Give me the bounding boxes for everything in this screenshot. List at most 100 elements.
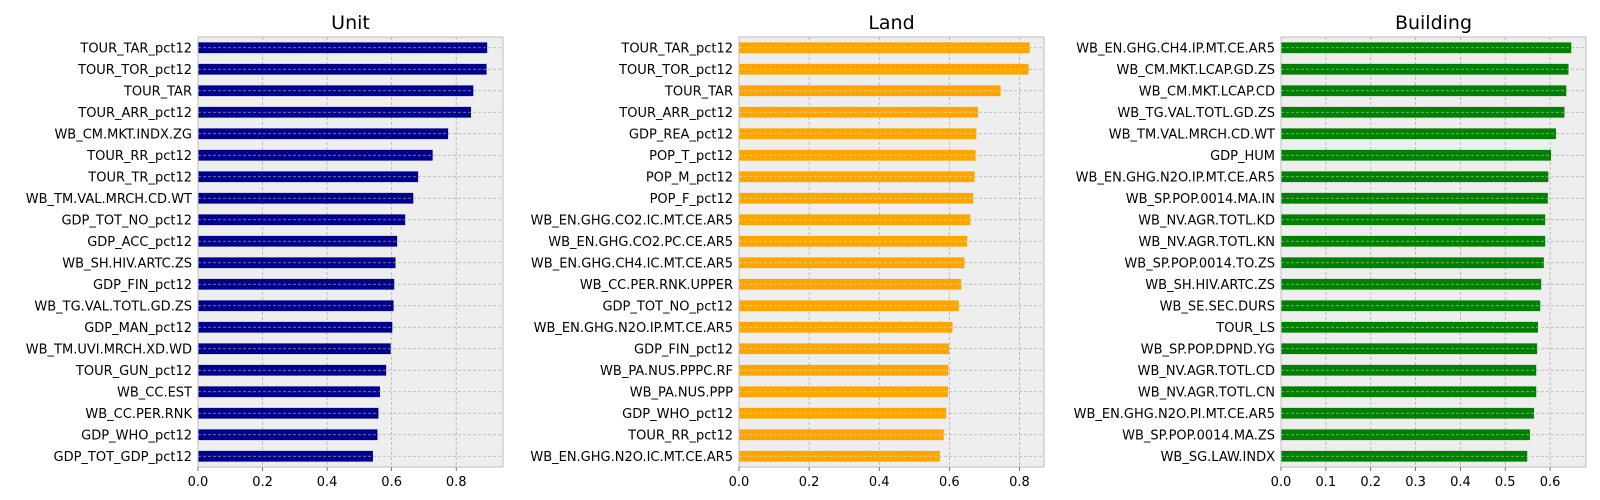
bar (198, 42, 488, 54)
x-tick-label: 0.3 (1405, 475, 1426, 490)
category-label: TOUR_TR_pct12 (87, 170, 192, 185)
x-tick-label: 0.4 (317, 475, 338, 490)
bar (198, 364, 387, 376)
category-label: WB_EN.GHG.N2O.IP.MT.CE.AR5 (1076, 170, 1275, 185)
plot-background (198, 37, 503, 467)
x-tick-label: 0.0 (188, 475, 209, 490)
category-label: WB_PA.NUS.PPPC.RF (600, 364, 733, 379)
category-label: GDP_FIN_pct12 (634, 342, 733, 357)
category-label: WB_TM.VAL.MRCH.CD.WT (26, 192, 192, 207)
x-tick-label: 0.6 (381, 475, 402, 490)
category-label: WB_TM.VAL.MRCH.CD.WT (1109, 127, 1275, 142)
category-label: WB_NV.AGR.TOTL.CN (1138, 385, 1275, 400)
x-tick-label: 0.8 (1009, 475, 1030, 490)
bar (198, 257, 396, 269)
category-label: TOUR_GUN_pct12 (75, 364, 192, 379)
category-label: WB_SH.HIV.ARTC.ZS (1145, 278, 1275, 293)
bar (739, 364, 949, 376)
category-label: WB_SP.POP.0014.MA.ZS (1122, 428, 1275, 443)
x-tick-label: 0.4 (869, 475, 890, 490)
chart-title: Land (868, 12, 914, 34)
chart-title: Unit (331, 12, 370, 34)
bar (739, 106, 979, 118)
x-tick-label: 0.2 (799, 475, 820, 490)
bar (1281, 321, 1539, 333)
category-label: WB_SE.SEC.DURS (1160, 299, 1275, 314)
chart-panel-2: WB_EN.GHG.CH4.IP.MT.CE.AR5 WB_CM.MKT.LCAP… (1074, 12, 1587, 490)
category-label: GDP_MAN_pct12 (84, 321, 192, 336)
category-label: TOUR_TAR (664, 84, 733, 99)
x-tick-label: 0.6 (1540, 475, 1561, 490)
category-label: GDP_WHO_pct12 (81, 428, 192, 443)
bar (739, 300, 959, 312)
bar (1281, 171, 1549, 183)
chart-title: Building (1395, 12, 1472, 34)
bar (198, 214, 406, 226)
bar (1281, 429, 1530, 441)
category-label: TOUR_TOR_pct12 (618, 63, 733, 78)
category-label: WB_PA.NUS.PPP (630, 385, 733, 400)
plot-background (1281, 37, 1586, 467)
category-label: WB_EN.GHG.CH4.IP.MT.CE.AR5 (1076, 41, 1275, 56)
plot-frame (197, 36, 504, 468)
category-label: GDP_REA_pct12 (629, 127, 733, 142)
plot-frame (1280, 36, 1587, 468)
bar (1281, 450, 1528, 462)
category-label: TOUR_ARR_pct12 (618, 106, 733, 121)
category-label: POP_T_pct12 (649, 149, 733, 164)
bar (739, 149, 976, 161)
category-label: TOUR_RR_pct12 (86, 149, 192, 164)
bar (739, 386, 948, 398)
category-label: WB_TM.UVI.MRCH.XD.WD (26, 342, 192, 357)
category-label: POP_M_pct12 (646, 170, 733, 185)
category-label: GDP_WHO_pct12 (622, 407, 733, 422)
category-label: WB_CM.MKT.LCAP.GD.ZS (1117, 63, 1276, 78)
bar (198, 235, 398, 247)
bar (1281, 63, 1569, 75)
category-label: GDP_HUM (1210, 149, 1275, 164)
category-label: GDP_ACC_pct12 (87, 235, 192, 250)
category-label: TOUR_TOR_pct12 (77, 63, 192, 78)
category-label: WB_CM.MKT.LCAP.CD (1139, 84, 1275, 99)
chart-panel-1: TOUR_TAR_pct12 TOUR_TOR_pct12 TOUR_TAR TOUR… (530, 12, 1045, 490)
category-label: TOUR_ARR_pct12 (77, 106, 192, 121)
category-label: WB_SH.HIV.ARTC.ZS (62, 256, 192, 271)
category-label: WB_CM.MKT.INDX.ZG (54, 127, 192, 142)
category-label: WB_EN.GHG.N2O.PI.MT.CE.AR5 (1074, 407, 1275, 422)
bar (739, 63, 1029, 75)
x-tick-label: 0.2 (1360, 475, 1381, 490)
category-label: GDP_TOT_NO_pct12 (61, 213, 192, 228)
category-label: TOUR_LS (1215, 321, 1275, 336)
x-tick-label: 0.4 (1450, 475, 1471, 490)
bar (739, 235, 968, 247)
category-label: GDP_FIN_pct12 (93, 278, 192, 293)
category-label: WB_SP.POP.0014.MA.IN (1126, 192, 1275, 207)
category-label: WB_EN.GHG.N2O.IC.MT.CE.AR5 (530, 450, 733, 465)
category-label: GDP_TOT_GDP_pct12 (54, 450, 193, 465)
category-label: WB_SP.POP.DPND.YG (1141, 342, 1275, 357)
bar (1281, 300, 1541, 312)
bar (198, 278, 395, 290)
x-tick-label: 0.0 (1271, 475, 1292, 490)
category-label: WB_NV.AGR.TOTL.KN (1138, 235, 1275, 250)
category-label: WB_TG.VAL.TOTL.GD.ZS (1117, 106, 1275, 121)
x-tick-label: 0.6 (939, 475, 960, 490)
category-label: TOUR_TAR_pct12 (79, 41, 192, 56)
category-label: WB_SG.LAW.INDX (1161, 450, 1276, 465)
category-label: TOUR_TAR_pct12 (620, 41, 733, 56)
x-tick-label: 0.1 (1316, 475, 1337, 490)
x-tick-label: 0.0 (729, 475, 750, 490)
category-label: POP_F_pct12 (650, 192, 733, 207)
category-label: WB_NV.AGR.TOTL.KD (1138, 213, 1275, 228)
category-label: WB_EN.GHG.CO2.IC.MT.CE.AR5 (530, 213, 733, 228)
category-label: WB_EN.GHG.CH4.IC.MT.CE.AR5 (531, 256, 733, 271)
bar (198, 63, 487, 75)
category-label: WB_CC.EST (117, 385, 192, 400)
category-label: WB_EN.GHG.N2O.IP.MT.CE.AR5 (534, 321, 733, 336)
category-label: GDP_TOT_NO_pct12 (602, 299, 733, 314)
category-label: WB_CC.PER.RNK.UPPER (580, 278, 733, 293)
x-tick-label: 0.8 (446, 475, 467, 490)
bar (198, 429, 378, 441)
bar (739, 343, 949, 355)
